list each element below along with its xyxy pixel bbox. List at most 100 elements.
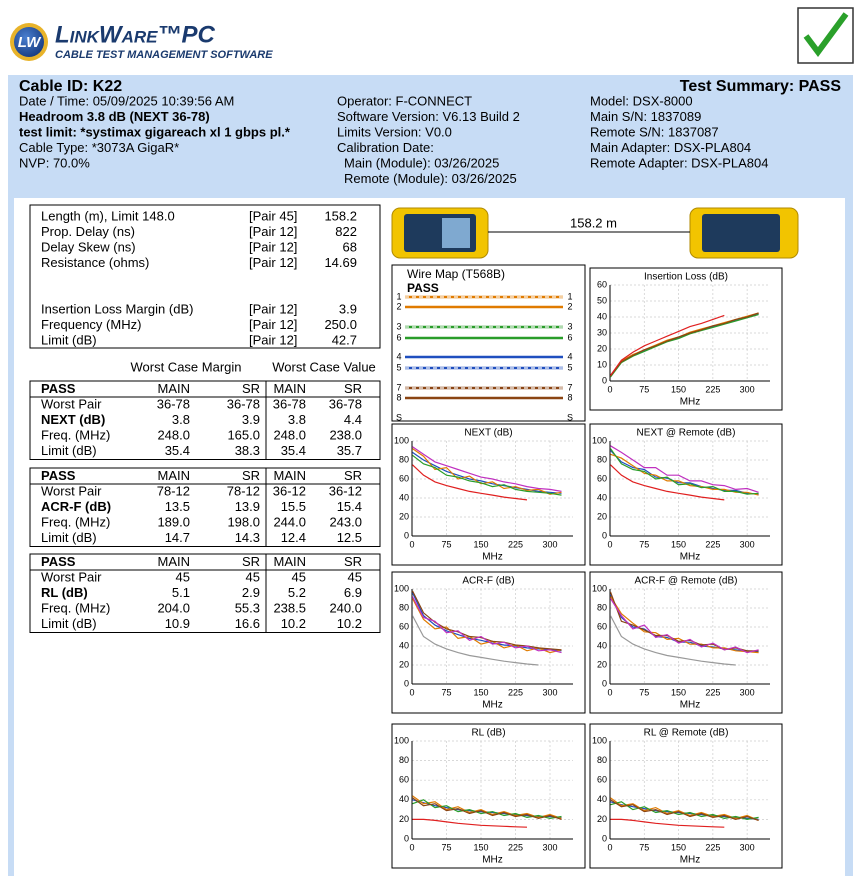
measure-label: Frequency (MHz): [41, 317, 141, 332]
pin-left: S: [396, 412, 402, 422]
table-cell: 10.2: [281, 616, 306, 631]
chart-title: ACR-F @ Remote (dB): [635, 576, 738, 587]
y-tick-label: 30: [597, 327, 607, 337]
x-tick-label: 75: [639, 687, 649, 697]
y-tick-label: 80: [399, 755, 409, 765]
x-tick-label: 150: [473, 842, 488, 852]
table-cell: MAIN: [274, 468, 307, 483]
y-tick-label: 80: [399, 454, 409, 464]
x-tick-label: 225: [705, 539, 720, 549]
table-cell: 13.5: [165, 499, 190, 514]
summary-middle: Software Version: V6.13 Build 2: [337, 109, 520, 124]
x-tick-label: 225: [508, 539, 523, 549]
y-tick-label: 0: [404, 678, 409, 688]
x-tick-label: 75: [639, 539, 649, 549]
table-cell: PASS: [41, 554, 76, 569]
trace: [412, 446, 562, 492]
chart-title: RL (dB): [471, 728, 505, 739]
table-cell: 78-12: [157, 483, 190, 498]
y-tick-label: 80: [597, 454, 607, 464]
x-tick-label: 300: [542, 842, 557, 852]
table-cell: 5.1: [172, 585, 190, 600]
pin-right: 4: [567, 351, 572, 361]
summary-right: Main S/N: 1837089: [590, 109, 701, 124]
x-tick-label: 0: [607, 687, 612, 697]
y-tick-label: 80: [597, 755, 607, 765]
y-tick-label: 20: [597, 814, 607, 824]
table-cell: 238.0: [329, 427, 362, 442]
table-cell: 55.3: [235, 600, 260, 615]
y-tick-label: 10: [597, 359, 607, 369]
trace: [609, 594, 759, 653]
y-tick-label: 20: [399, 659, 409, 669]
table-cell: SR: [344, 554, 362, 569]
y-tick-label: 40: [597, 311, 607, 321]
pin-right: S: [567, 412, 573, 422]
pin-left: 1: [396, 291, 401, 301]
logo: [14, 27, 44, 57]
pin-right: 2: [567, 301, 572, 311]
table-cell: 14.3: [235, 530, 260, 545]
y-tick-label: 40: [399, 640, 409, 650]
table-cell: 35.7: [337, 443, 362, 458]
x-tick-label: 75: [441, 539, 451, 549]
table-cell: 35.4: [281, 443, 306, 458]
pin-left: 4: [396, 351, 401, 361]
trace: [411, 615, 539, 666]
table-cell: 14.7: [165, 530, 190, 545]
y-tick-label: 0: [602, 678, 607, 688]
measure-label: Resistance (ohms): [41, 255, 149, 270]
y-tick-label: 50: [597, 295, 607, 305]
chart-title: ACR-F (dB): [462, 576, 514, 587]
y-tick-label: 60: [399, 621, 409, 631]
table-cell: 198.0: [227, 514, 260, 529]
summary-right: Remote Adapter: DSX-PLA804: [590, 155, 769, 170]
y-tick-label: 60: [399, 473, 409, 483]
measure-label: Length (m), Limit 148.0: [41, 208, 175, 223]
trace: [411, 596, 562, 654]
table-cell: 38.3: [235, 443, 260, 458]
pin-right: 1: [567, 291, 572, 301]
measure-value: 822: [335, 224, 357, 239]
table-cell: 16.6: [235, 616, 260, 631]
y-tick-label: 0: [602, 833, 607, 843]
table-cell: 36-78: [227, 396, 260, 411]
table-cell: 3.8: [172, 412, 190, 427]
test-summary: Test Summary: PASS: [680, 78, 842, 95]
trace: [412, 797, 562, 820]
pin-left: 8: [396, 392, 401, 402]
table-cell: PASS: [41, 468, 76, 483]
y-tick-label: 0: [602, 375, 607, 385]
y-tick-label: 20: [597, 659, 607, 669]
cable-length: 158.2 m: [570, 215, 617, 230]
table-cell: SR: [242, 381, 260, 396]
y-tick-label: 40: [597, 492, 607, 502]
summary-right: Model: DSX-8000: [590, 93, 693, 108]
y-tick-label: 40: [597, 640, 607, 650]
y-tick-label: 60: [597, 775, 607, 785]
x-tick-label: 150: [671, 687, 686, 697]
pin-right: 6: [567, 332, 572, 342]
summary-middle: Operator: F-CONNECT: [337, 93, 472, 108]
y-tick-label: 60: [399, 775, 409, 785]
chart-title: NEXT @ Remote (dB): [637, 428, 736, 439]
table-cell: Worst Pair: [41, 569, 102, 584]
x-axis-label: MHz: [482, 552, 503, 563]
table-cell: 12.4: [281, 530, 306, 545]
y-tick-label: 20: [399, 814, 409, 824]
pass-check: [803, 12, 849, 58]
table-cell: 45: [176, 569, 190, 584]
measure-value: 42.7: [332, 332, 357, 347]
summary-middle: Main (Module): 03/26/2025: [344, 155, 499, 170]
table-cell: SR: [242, 554, 260, 569]
table-cell: Freq. (MHz): [41, 600, 110, 615]
worst-margin-header: Worst Case Margin: [130, 359, 241, 374]
summary-right: Main Adapter: DSX-PLA804: [590, 140, 751, 155]
measure-value: 158.2: [324, 208, 357, 223]
y-tick-label: 60: [597, 621, 607, 631]
table-cell: 13.9: [235, 499, 260, 514]
table-cell: MAIN: [158, 554, 191, 569]
y-tick-label: 0: [404, 833, 409, 843]
y-tick-label: 100: [394, 435, 409, 445]
